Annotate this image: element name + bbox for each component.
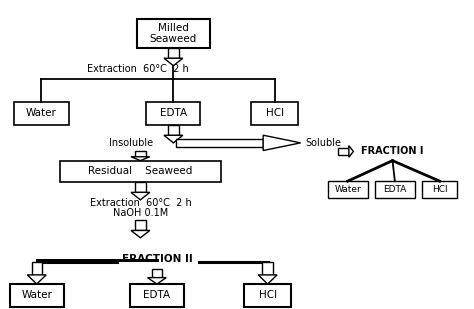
FancyBboxPatch shape (375, 181, 415, 198)
Polygon shape (131, 157, 150, 161)
FancyBboxPatch shape (152, 269, 162, 277)
Polygon shape (164, 58, 183, 66)
FancyBboxPatch shape (328, 181, 368, 198)
Text: Extraction  60°C  2 h: Extraction 60°C 2 h (87, 64, 189, 74)
Text: FRACTION II: FRACTION II (121, 254, 192, 264)
Text: EDTA: EDTA (383, 185, 407, 194)
Polygon shape (147, 277, 166, 284)
Text: Soluble: Soluble (305, 138, 341, 148)
Text: HCl: HCl (258, 290, 277, 300)
FancyBboxPatch shape (146, 102, 201, 125)
Text: Extraction  60°C  2 h: Extraction 60°C 2 h (90, 198, 191, 208)
FancyBboxPatch shape (14, 102, 69, 125)
FancyBboxPatch shape (176, 138, 263, 147)
FancyBboxPatch shape (135, 220, 146, 231)
Text: HCl: HCl (265, 108, 284, 118)
FancyBboxPatch shape (135, 151, 146, 157)
Text: FRACTION I: FRACTION I (361, 146, 424, 156)
Text: Water: Water (26, 108, 57, 118)
Text: HCl: HCl (432, 185, 447, 194)
FancyBboxPatch shape (130, 284, 184, 307)
Text: Water: Water (334, 185, 361, 194)
Text: NaOH 0.1M: NaOH 0.1M (113, 208, 168, 218)
FancyBboxPatch shape (338, 148, 349, 155)
FancyBboxPatch shape (422, 181, 457, 198)
Polygon shape (263, 135, 301, 150)
FancyBboxPatch shape (135, 182, 146, 193)
FancyBboxPatch shape (60, 161, 220, 182)
FancyBboxPatch shape (251, 102, 298, 125)
FancyBboxPatch shape (168, 125, 179, 135)
Text: EDTA: EDTA (160, 108, 187, 118)
Polygon shape (27, 275, 46, 284)
Polygon shape (349, 146, 354, 157)
FancyBboxPatch shape (32, 262, 42, 275)
Text: EDTA: EDTA (143, 290, 171, 300)
FancyBboxPatch shape (263, 262, 273, 275)
Polygon shape (164, 135, 183, 143)
Text: Residual    Seaweed: Residual Seaweed (88, 166, 192, 176)
Polygon shape (131, 193, 150, 200)
Text: Insoluble: Insoluble (109, 138, 153, 148)
FancyBboxPatch shape (9, 284, 64, 307)
FancyBboxPatch shape (137, 19, 210, 48)
Polygon shape (131, 231, 150, 238)
Text: Water: Water (21, 290, 52, 300)
Polygon shape (258, 275, 277, 284)
Text: Milled
Seaweed: Milled Seaweed (150, 23, 197, 44)
FancyBboxPatch shape (168, 48, 179, 58)
FancyBboxPatch shape (244, 284, 291, 307)
